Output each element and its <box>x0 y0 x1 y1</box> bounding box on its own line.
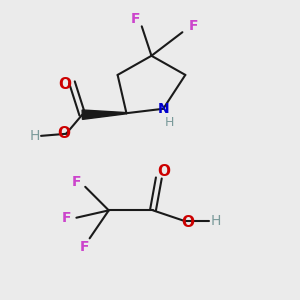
Text: N: N <box>158 102 169 116</box>
Text: O: O <box>58 77 71 92</box>
Text: H: H <box>165 116 174 128</box>
Text: F: F <box>61 211 71 225</box>
Text: F: F <box>131 12 141 26</box>
Text: O: O <box>158 164 171 179</box>
Polygon shape <box>82 110 127 119</box>
Text: O: O <box>57 126 70 141</box>
Text: H: H <box>210 214 220 228</box>
Text: F: F <box>189 19 198 33</box>
Text: F: F <box>80 240 89 254</box>
Text: O: O <box>181 214 194 230</box>
Text: F: F <box>72 176 81 189</box>
Text: H: H <box>29 129 40 143</box>
